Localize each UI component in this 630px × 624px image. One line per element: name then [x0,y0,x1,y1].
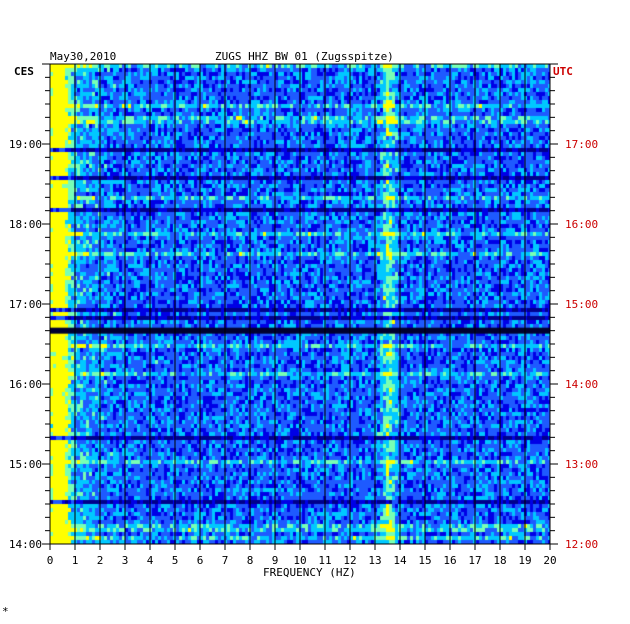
x-tick-label: 4 [147,554,154,567]
x-tick-label: 15 [418,554,431,567]
right-time-label: 13:00 [565,458,598,471]
ces-axis-label: CES [14,65,34,78]
date-label: May30,2010 [50,50,116,63]
grid-lines [49,63,551,545]
x-tick-label: 0 [47,554,54,567]
x-tick-label: 9 [272,554,279,567]
left-time-label: 17:00 [9,298,42,311]
right-time-label: 17:00 [565,138,598,151]
left-time-label: 19:00 [9,138,42,151]
x-tick-label: 1 [72,554,79,567]
x-axis-label: FREQUENCY (HZ) [263,566,356,579]
x-tick-label: 20 [543,554,556,567]
x-tick-label: 11 [318,554,331,567]
y-axes: 19:00 17:00 18:00 16:00 17:00 15:00 16:00 14:00… [9,63,598,551]
x-tick-label: 16 [443,554,456,567]
x-tick-label: 6 [197,554,204,567]
x-tick-label: 5 [172,554,179,567]
x-tick-label: 14 [393,554,407,567]
x-tick-label: 18 [493,554,506,567]
x-axis: 0 1 2 3 4 5 6 7 8 9 10 11 12 13 14 15 16 17 18 19 20 [47,544,557,567]
x-tick-label: 19 [518,554,531,567]
x-tick-label: 3 [122,554,129,567]
x-tick-label: 10 [293,554,306,567]
left-time-label: 16:00 [9,378,42,391]
left-time-label: 15:00 [9,458,42,471]
chart-title: ZUGS HHZ BW 01 (Zugsspitze) [215,50,394,63]
x-tick-label: 2 [97,554,104,567]
x-tick-label: 8 [247,554,254,567]
utc-axis-label: UTC [553,65,573,78]
left-time-label: 18:00 [9,218,42,231]
right-time-label: 16:00 [565,218,598,231]
x-tick-label: 12 [343,554,356,567]
x-tick-label: 17 [468,554,481,567]
right-time-label: 14:00 [565,378,598,391]
right-time-label: 12:00 [565,538,598,551]
x-tick-label: 7 [222,554,229,567]
left-time-label: 14:00 [9,538,42,551]
corner-mark: * [2,605,9,618]
x-tick-label: 13 [368,554,381,567]
right-time-label: 15:00 [565,298,598,311]
